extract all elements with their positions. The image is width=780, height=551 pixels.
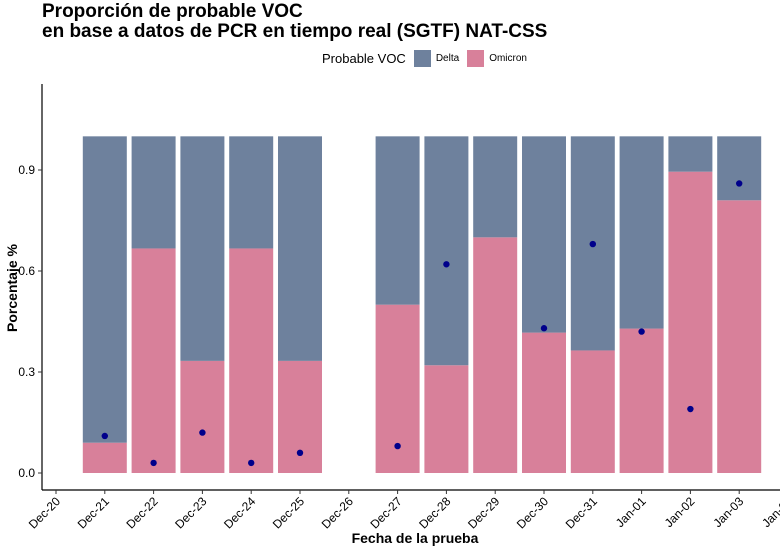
x-tick-label: Jan-03 xyxy=(710,494,746,530)
bar-delta-jan-02 xyxy=(668,136,713,172)
legend-key-omicron xyxy=(467,50,485,67)
bar-delta-dec-28 xyxy=(424,136,469,366)
point-dec-28 xyxy=(443,261,450,268)
bar-omicron-dec-29 xyxy=(473,237,518,473)
bar-omicron-dec-28 xyxy=(424,365,469,473)
bar-omicron-dec-21 xyxy=(82,442,127,473)
y-tick-label: 0.9 xyxy=(18,163,35,177)
x-tick-label: Dec-20 xyxy=(26,494,63,531)
y-tick-label: 0.3 xyxy=(18,365,35,379)
chart-title-line2: en base a datos de PCR en tiempo real (S… xyxy=(42,21,548,42)
legend-item-omicron: Omicron xyxy=(467,50,527,67)
x-tick-label: Dec-30 xyxy=(514,494,551,531)
x-tick-label: Dec-29 xyxy=(465,494,502,531)
bar-delta-jan-01 xyxy=(619,136,664,329)
y-axis-title: Porcentaje % xyxy=(4,243,20,331)
legend-item-delta: Delta xyxy=(413,50,460,67)
point-dec-24 xyxy=(248,459,255,467)
bar-delta-dec-25 xyxy=(278,136,322,361)
x-tick-label: Dec-21 xyxy=(75,494,112,531)
legend: Probable VOC Delta Omicron xyxy=(322,50,535,67)
point-dec-21 xyxy=(101,432,109,440)
bar-delta-dec-27 xyxy=(375,136,420,305)
bar-delta-dec-24 xyxy=(229,136,274,249)
bar-omicron-dec-30 xyxy=(522,332,566,473)
legend-label-omicron: Omicron xyxy=(489,53,527,64)
point-jan-02 xyxy=(687,405,694,413)
x-tick-label: Jan-04 xyxy=(759,494,780,530)
bar-omicron-jan-02 xyxy=(668,171,713,473)
x-axis-title: Fecha de la prueba xyxy=(352,530,479,546)
x-tick-label: Jan-02 xyxy=(662,494,698,530)
y-tick-label: 0.0 xyxy=(18,466,35,480)
bar-delta-dec-21 xyxy=(82,136,127,443)
legend-label-delta: Delta xyxy=(435,53,460,64)
chart-title: Proporción de probable VOC en base a dat… xyxy=(42,2,547,42)
x-tick-label: Dec-24 xyxy=(221,494,258,531)
bar-omicron-jan-03 xyxy=(717,200,762,474)
x-tick-label: Dec-26 xyxy=(319,494,356,531)
bar-delta-dec-22 xyxy=(131,136,176,249)
bar-omicron-dec-25 xyxy=(278,360,322,473)
bar-omicron-dec-22 xyxy=(131,248,176,473)
bar-delta-jan-03 xyxy=(717,136,762,201)
bar-delta-dec-30 xyxy=(522,136,566,333)
x-tick-label: Jan-01 xyxy=(613,494,649,530)
point-dec-30 xyxy=(540,325,548,332)
points-layer xyxy=(101,180,743,467)
legend-key-delta xyxy=(413,50,431,67)
point-dec-27 xyxy=(394,442,401,450)
bar-delta-dec-23 xyxy=(180,136,225,361)
point-dec-31 xyxy=(589,240,596,248)
y-tick-label: 0.6 xyxy=(18,264,35,278)
bars-layer xyxy=(82,136,762,474)
bar-omicron-dec-24 xyxy=(229,248,274,473)
chart-title-line1: Proporción de probable VOC xyxy=(42,1,303,22)
x-tick-label: Dec-23 xyxy=(172,494,209,531)
x-tick-label: Dec-28 xyxy=(416,494,453,531)
x-tick-label: Dec-25 xyxy=(270,494,307,531)
legend-title: Probable VOC xyxy=(322,51,406,66)
point-dec-22 xyxy=(150,459,157,467)
x-tick-label: Dec-27 xyxy=(367,494,404,531)
bar-omicron-dec-23 xyxy=(180,360,225,473)
bar-delta-dec-29 xyxy=(473,136,518,238)
x-tick-label: Dec-22 xyxy=(123,494,160,531)
bar-omicron-jan-01 xyxy=(619,328,664,473)
point-dec-25 xyxy=(296,449,304,456)
bar-omicron-dec-31 xyxy=(570,350,615,473)
x-tick-label: Dec-31 xyxy=(563,494,600,531)
point-jan-03 xyxy=(736,180,743,187)
point-dec-23 xyxy=(199,429,206,436)
point-jan-01 xyxy=(638,328,645,335)
